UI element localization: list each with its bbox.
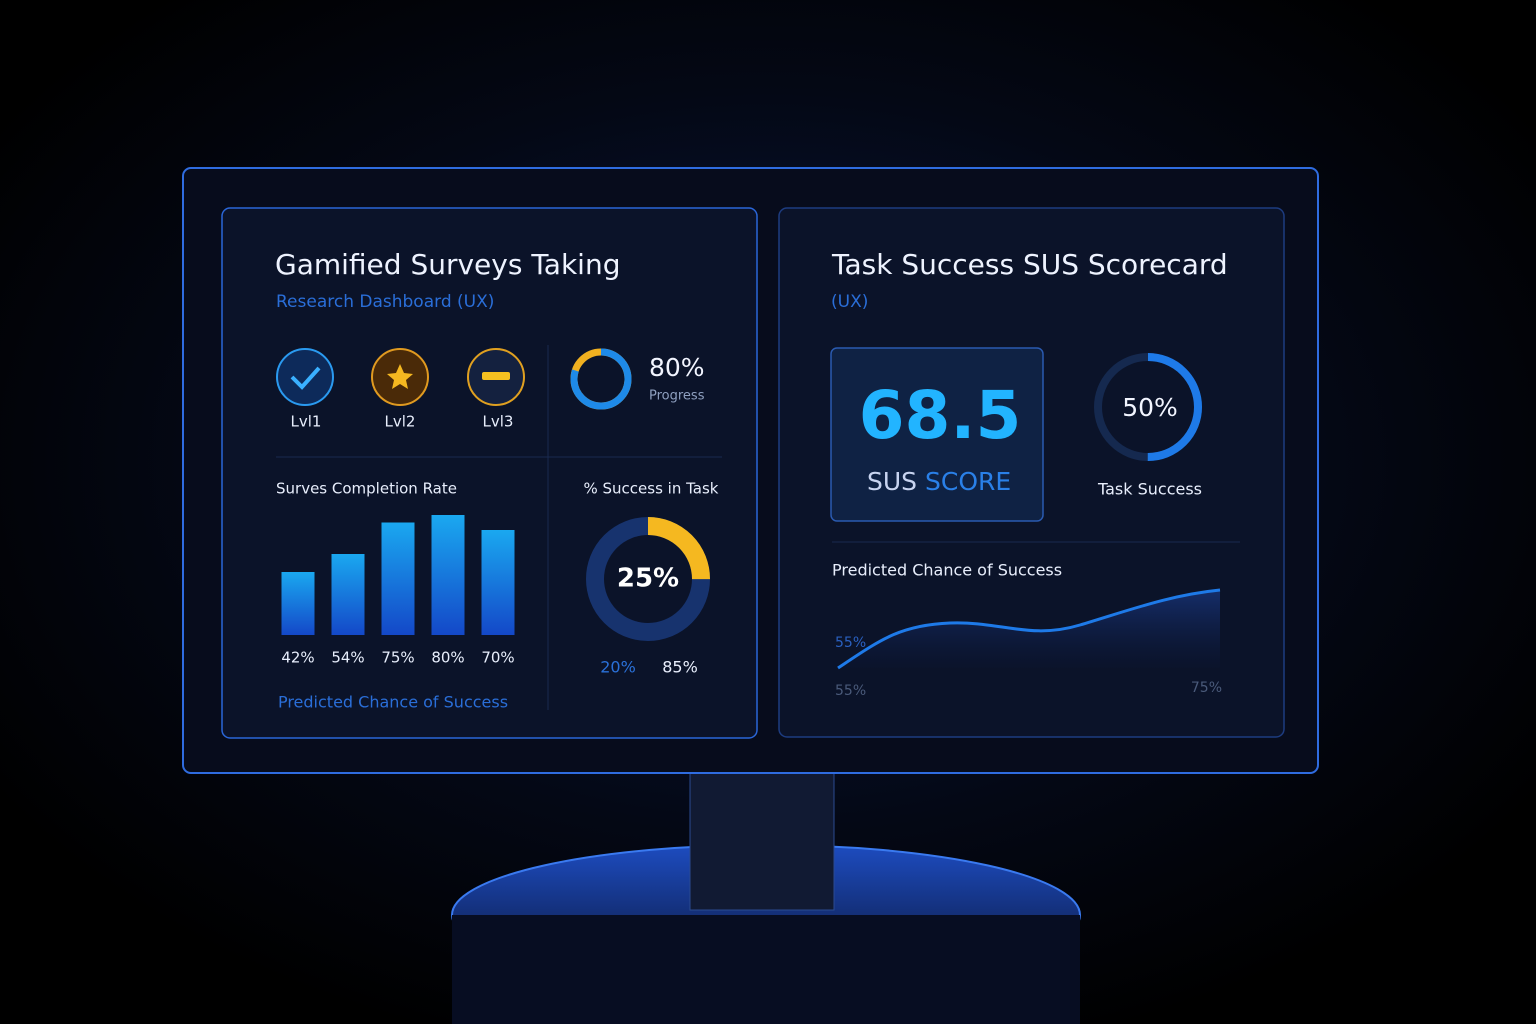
title: Gamified Surveys Taking [275,248,620,281]
axis-label: 75% [1191,680,1222,696]
footer: Predicted Chance of Success [278,693,508,712]
bar [381,522,415,635]
bar-label: 54% [331,649,364,667]
check-icon [290,366,321,390]
star-icon [387,364,413,389]
subtitle: (UX) [831,292,868,312]
stand-base-side [452,915,1080,1024]
level-label: Lvl1 [291,413,322,431]
sus-label: SCORE [925,467,1011,496]
chart-title: % Success in Task [584,480,719,498]
ring-arc [570,348,632,410]
level-label: Lvl3 [483,413,514,431]
score-card [830,347,1044,522]
bar-label: 75% [381,649,414,667]
donut-legend: 20% [600,658,636,677]
chart-title: Surves Completion Rate [276,480,457,498]
level-badge [276,348,334,406]
sus-score: 68.5 [859,377,1022,454]
donut-value: 25% [617,564,679,594]
trend-area [838,590,1220,668]
bar [481,530,515,635]
progress-label: Progress [649,389,705,404]
ring-label: Task Success [1097,480,1202,499]
level-label: Lvl2 [385,413,416,431]
bar-label: 42% [281,649,314,667]
sus-label: SUS [867,467,917,496]
bar [431,515,465,635]
bar [331,554,365,635]
bar [281,572,315,635]
ring-arc [586,517,710,641]
donut-legend: 85% [662,658,698,677]
trend-line [837,588,1221,670]
bar-label: 80% [431,649,464,667]
subtitle: Research Dashboard (UX) [276,292,494,312]
minus-icon [482,372,510,380]
ring-value: 50% [1122,393,1178,422]
axis-label: 55% [835,635,866,651]
title: Task Success SUS Scorecard [831,248,1228,281]
ring-arc [1094,353,1202,461]
chart-title: Predicted Chance of Success [832,561,1062,580]
axis-label: 55% [835,683,866,699]
progress-value: 80% [649,353,705,382]
stand-neck [689,769,835,911]
bar-label: 70% [481,649,514,667]
